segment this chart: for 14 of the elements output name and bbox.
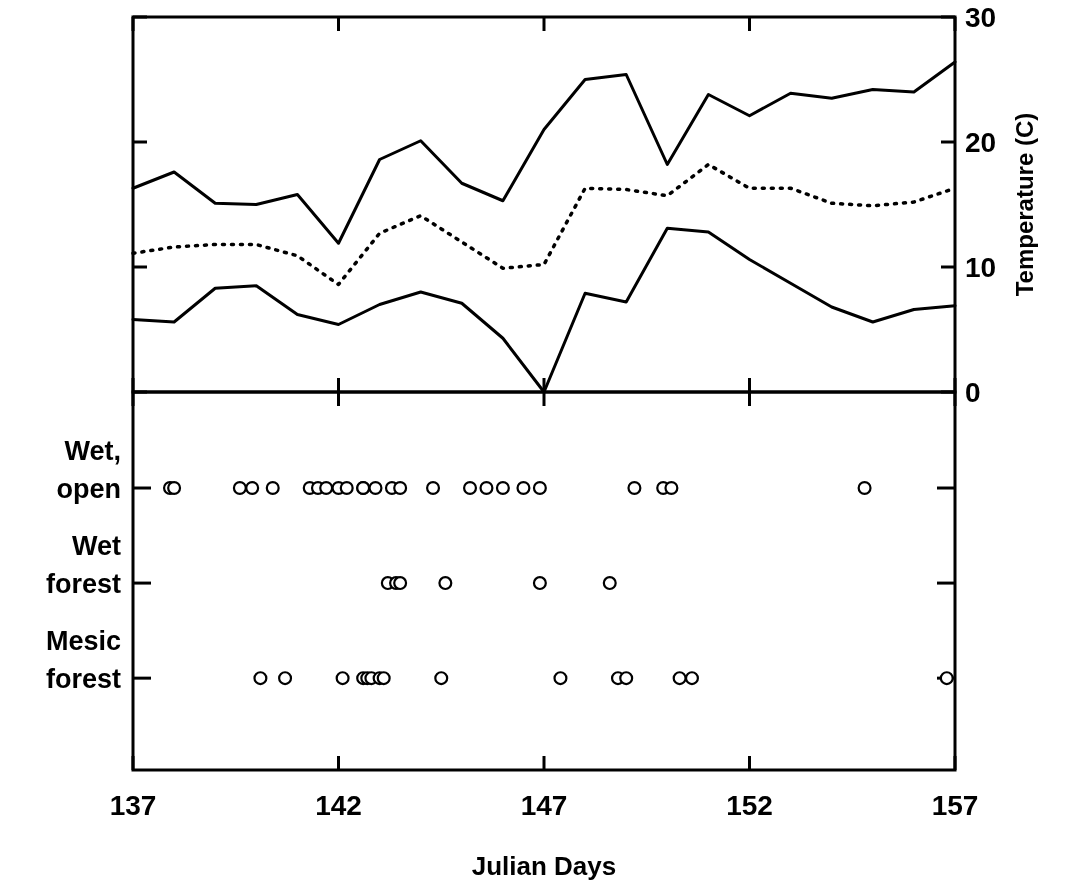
x-tick-label: 137 bbox=[109, 790, 157, 821]
x-tick-label: 142 bbox=[315, 790, 362, 821]
y-tick-label: Wet forest bbox=[45, 531, 122, 600]
y-tick-label: Wet, open bbox=[56, 436, 121, 505]
y2-tick-label: 20 bbox=[965, 127, 997, 158]
x-tick-label: 152 bbox=[726, 790, 773, 821]
y2-tick-label: 0 bbox=[965, 377, 981, 408]
x-tick-label: 147 bbox=[520, 790, 568, 821]
x-tick-label: 157 bbox=[931, 790, 979, 821]
y-tick-label: Mesic forest bbox=[45, 626, 122, 695]
y2-axis-title: Temperature (C) bbox=[1011, 112, 1038, 297]
y2-tick-label: 10 bbox=[965, 252, 997, 283]
x-axis-title: Julian Days bbox=[471, 851, 617, 881]
y2-tick-label: 30 bbox=[965, 2, 997, 33]
